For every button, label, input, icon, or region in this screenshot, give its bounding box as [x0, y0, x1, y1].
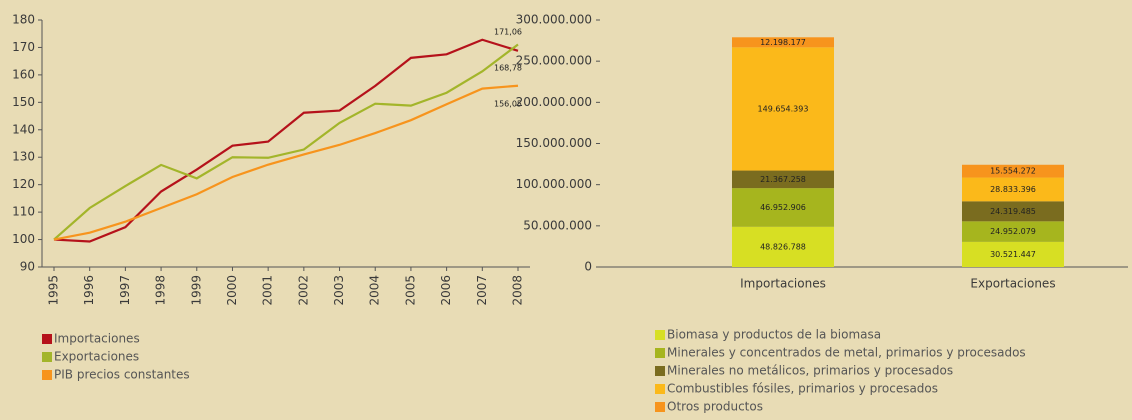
y-tick-label: 90: [20, 260, 35, 274]
x-tick-label: 1996: [82, 275, 96, 306]
legend-label: PIB precios constantes: [54, 368, 190, 382]
x-tick-label: 2004: [368, 275, 382, 306]
legend-label: Combustibles fósiles, primarios y proces…: [667, 382, 938, 396]
y-tick-label: 50.000.000: [523, 218, 592, 232]
value-label: 24.319.485: [990, 207, 1036, 216]
legend-swatch: [655, 402, 665, 412]
x-tick-label: 2005: [403, 275, 417, 306]
bar-segment: [732, 37, 834, 48]
line-series: [53, 38, 519, 243]
value-label: 168,78: [494, 64, 522, 73]
legend-swatch: [655, 330, 665, 340]
x-tick-label: 2000: [225, 275, 239, 306]
bar-segment: [732, 226, 834, 267]
value-label: 46.952.906: [760, 203, 806, 212]
y-tick-label: 160: [12, 67, 35, 81]
x-tick-label: Importaciones: [740, 277, 826, 291]
x-tick-label: 2007: [475, 275, 489, 306]
x-tick-label: 2008: [511, 275, 525, 306]
legend-swatch: [42, 334, 52, 344]
legend-label: Minerales no metálicos, primarios y proc…: [667, 364, 953, 378]
x-tick-label: 2003: [332, 275, 346, 306]
value-label: 149.654.393: [758, 104, 809, 113]
y-tick-label: 130: [12, 150, 35, 164]
y-tick-label: 150.000.000: [516, 136, 592, 150]
value-label: 24.952.079: [990, 227, 1036, 236]
x-tick-label: 2006: [439, 275, 453, 306]
value-label: 48.826.788: [760, 242, 806, 251]
value-label: 21.367.258: [760, 175, 806, 184]
y-tick-label: 250.000.000: [516, 54, 592, 68]
y-tick-label: 170: [12, 40, 35, 54]
legend-label: Exportaciones: [54, 350, 139, 364]
y-tick-label: 300.000.000: [516, 13, 592, 27]
line-series: [53, 43, 519, 241]
y-tick-label: 0: [584, 260, 592, 274]
legend-swatch: [42, 352, 52, 362]
y-tick-label: 100: [12, 232, 35, 246]
bar-segment: [962, 177, 1064, 202]
bar-segment: [962, 241, 1064, 267]
y-tick-label: 180: [12, 13, 35, 27]
bar-segment: [732, 170, 834, 189]
bar-segment: [962, 221, 1064, 242]
bar-segment: [732, 47, 834, 171]
value-label: 12.198.177: [760, 38, 806, 47]
x-tick-label: 1995: [47, 275, 61, 306]
line-series: [53, 84, 519, 241]
bar-segment: [962, 164, 1064, 178]
y-tick-label: 120: [12, 177, 35, 191]
y-tick-label: 110: [12, 205, 35, 219]
y-tick-label: 140: [12, 122, 35, 136]
bar-segment: [962, 201, 1064, 222]
legend-swatch: [655, 384, 665, 394]
x-tick-label: 1997: [118, 275, 132, 306]
legend-label: Biomasa y productos de la biomasa: [667, 328, 881, 342]
x-tick-label: 1999: [189, 275, 203, 306]
legend-label: Importaciones: [54, 332, 140, 346]
value-label: 30.521.447: [990, 250, 1036, 259]
x-tick-label: Exportaciones: [970, 277, 1055, 291]
y-tick-label: 150: [12, 95, 35, 109]
value-label: 156,05: [494, 100, 522, 109]
value-label: 15.554.272: [990, 167, 1036, 176]
value-label: 171,06: [494, 28, 522, 37]
bar-segment: [732, 188, 834, 227]
x-tick-label: 1998: [154, 275, 168, 306]
x-tick-label: 2002: [296, 275, 310, 306]
value-label: 28.833.396: [990, 185, 1036, 194]
y-tick-label: 200.000.000: [516, 95, 592, 109]
legend-swatch: [655, 366, 665, 376]
legend-swatch: [655, 348, 665, 358]
y-tick-label: 100.000.000: [516, 177, 592, 191]
legend-swatch: [42, 370, 52, 380]
legend-label: Minerales y concentrados de metal, prima…: [667, 346, 1026, 360]
x-tick-label: 2001: [261, 275, 275, 306]
legend-label: Otros productos: [667, 400, 763, 414]
